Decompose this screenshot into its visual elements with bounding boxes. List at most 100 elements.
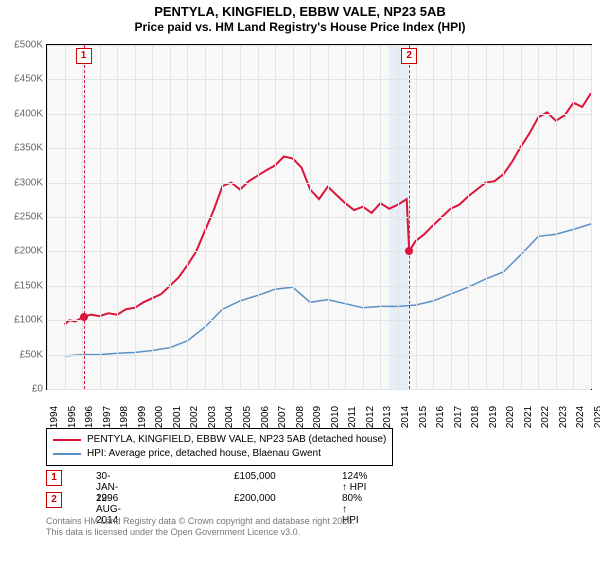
y-tick-label: £500K	[14, 40, 47, 51]
x-tick-label: 2013	[380, 406, 393, 428]
x-tick-label: 2006	[258, 406, 271, 428]
x-tick-label: 2025	[591, 406, 600, 428]
x-tick-label: 2000	[152, 406, 165, 428]
x-tick-label: 2002	[187, 406, 200, 428]
y-tick-label: £250K	[14, 212, 47, 223]
x-tick-label: 2001	[170, 406, 183, 428]
annotation-marker-ref: 2	[46, 492, 62, 508]
x-tick-label: 2016	[433, 406, 446, 428]
grid-h	[47, 251, 591, 252]
x-tick-label: 2021	[521, 406, 534, 428]
grid-v	[240, 45, 241, 389]
annotation-price: £200,000	[234, 493, 276, 504]
x-tick-label: 2010	[328, 406, 341, 428]
grid-v	[100, 45, 101, 389]
y-tick-label: £200K	[14, 246, 47, 257]
footnote-line1: Contains HM Land Registry data © Crown c…	[46, 516, 355, 527]
x-tick-label: 2020	[503, 406, 516, 428]
x-tick-label: 2009	[310, 406, 323, 428]
grid-v	[328, 45, 329, 389]
grid-v	[416, 45, 417, 389]
y-tick-label: £150K	[14, 280, 47, 291]
grid-v	[591, 45, 592, 389]
marker-dot	[80, 313, 88, 321]
legend-swatch-price-paid	[53, 439, 81, 441]
grid-v	[205, 45, 206, 389]
grid-v	[47, 45, 48, 389]
x-tick-label: 1997	[100, 406, 113, 428]
legend-label-hpi: HPI: Average price, detached house, Blae…	[87, 447, 321, 461]
x-tick-label: 1996	[82, 406, 95, 428]
grid-v	[170, 45, 171, 389]
y-tick-label: £0	[32, 384, 47, 395]
legend-label-price-paid: PENTYLA, KINGFIELD, EBBW VALE, NP23 5AB …	[87, 433, 386, 447]
grid-h	[47, 389, 591, 390]
x-tick-label: 2018	[468, 406, 481, 428]
y-tick-label: £300K	[14, 177, 47, 188]
grid-h	[47, 286, 591, 287]
grid-v	[363, 45, 364, 389]
marker-label: 1	[76, 48, 92, 64]
grid-v	[310, 45, 311, 389]
grid-h	[47, 320, 591, 321]
x-tick-label: 2005	[240, 406, 253, 428]
x-tick-label: 2011	[345, 406, 358, 428]
x-tick-label: 2015	[416, 406, 429, 428]
grid-v	[573, 45, 574, 389]
grid-v	[538, 45, 539, 389]
legend-item-price-paid: PENTYLA, KINGFIELD, EBBW VALE, NP23 5AB …	[53, 433, 386, 447]
grid-v	[152, 45, 153, 389]
x-tick-label: 2004	[222, 406, 235, 428]
grid-v	[503, 45, 504, 389]
x-tick-label: 1999	[135, 406, 148, 428]
grid-v	[222, 45, 223, 389]
annotation-pct: 124% ↑ HPI	[342, 471, 368, 493]
annotation-price: £105,000	[234, 471, 276, 482]
x-tick-label: 2012	[363, 406, 376, 428]
x-tick-label: 2007	[275, 406, 288, 428]
x-tick-label: 1995	[65, 406, 78, 428]
grid-v	[293, 45, 294, 389]
marker-line	[409, 45, 410, 389]
grid-v	[486, 45, 487, 389]
grid-v	[468, 45, 469, 389]
grid-v	[117, 45, 118, 389]
x-tick-label: 2014	[398, 406, 411, 428]
grid-v	[187, 45, 188, 389]
grid-h	[47, 79, 591, 80]
annotation-marker-ref: 1	[46, 470, 62, 486]
grid-v	[65, 45, 66, 389]
x-tick-label: 1998	[117, 406, 130, 428]
grid-v	[380, 45, 381, 389]
marker-dot	[405, 247, 413, 255]
footnote: Contains HM Land Registry data © Crown c…	[46, 516, 355, 538]
chart-title-line2: Price paid vs. HM Land Registry's House …	[0, 20, 600, 34]
x-tick-label: 2003	[205, 406, 218, 428]
footnote-line2: This data is licensed under the Open Gov…	[46, 527, 355, 538]
y-tick-label: £350K	[14, 143, 47, 154]
plot-area: £0£50K£100K£150K£200K£250K£300K£350K£400…	[46, 44, 592, 390]
chart-title-line1: PENTYLA, KINGFIELD, EBBW VALE, NP23 5AB	[0, 4, 600, 20]
y-tick-label: £450K	[14, 74, 47, 85]
y-tick-label: £400K	[14, 108, 47, 119]
y-tick-label: £100K	[14, 315, 47, 326]
legend: PENTYLA, KINGFIELD, EBBW VALE, NP23 5AB …	[46, 428, 393, 466]
grid-v	[556, 45, 557, 389]
grid-v	[135, 45, 136, 389]
grid-v	[345, 45, 346, 389]
x-tick-label: 2008	[293, 406, 306, 428]
y-tick-label: £50K	[20, 349, 47, 360]
legend-item-hpi: HPI: Average price, detached house, Blae…	[53, 447, 386, 461]
grid-h	[47, 355, 591, 356]
x-tick-label: 2022	[538, 406, 551, 428]
x-tick-label: 2024	[573, 406, 586, 428]
grid-v	[451, 45, 452, 389]
grid-v	[275, 45, 276, 389]
grid-h	[47, 148, 591, 149]
grid-v	[258, 45, 259, 389]
grid-h	[47, 217, 591, 218]
grid-v	[398, 45, 399, 389]
grid-v	[433, 45, 434, 389]
grid-h	[47, 114, 591, 115]
marker-line	[84, 45, 85, 389]
